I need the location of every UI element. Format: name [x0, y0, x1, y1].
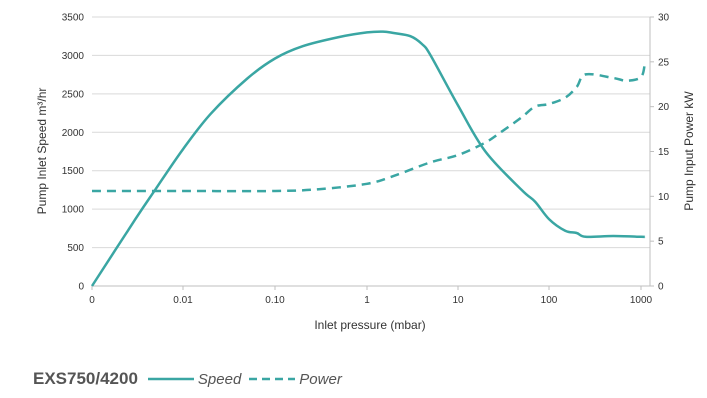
- right-tick-label: 15: [658, 147, 670, 158]
- x-tick-label: 0.10: [265, 295, 285, 306]
- grid-lines: [92, 16, 650, 249]
- right-tick-label: 30: [658, 13, 670, 24]
- right-axis-label: Pump Input Power kW: [682, 91, 696, 211]
- left-tick-label: 0: [78, 282, 84, 293]
- right-tick-label: 25: [658, 57, 670, 68]
- right-tick-label: 10: [658, 192, 670, 203]
- x-axis-ticks: 0 0.01 0.10 1 10 100 1000: [89, 286, 653, 306]
- left-tick-label: 500: [67, 243, 84, 254]
- series-line-power: [92, 63, 647, 193]
- x-tick-label: 1000: [630, 295, 653, 306]
- right-axis-ticks: 0 5 10 15 20 25 30: [650, 13, 670, 293]
- left-tick-label: 3000: [62, 51, 85, 62]
- legend-item-speed: Speed: [147, 370, 242, 388]
- series-lines: [90, 30, 647, 287]
- legend-item-power: Power: [249, 371, 342, 388]
- left-tick-label: 2500: [62, 89, 85, 100]
- x-tick-label: 10: [452, 295, 464, 306]
- right-tick-label: 5: [658, 237, 664, 248]
- legend-label-speed: Speed: [197, 370, 242, 388]
- right-tick-label: 20: [658, 102, 670, 113]
- right-tick-label: 0: [658, 282, 664, 293]
- left-axis-label: Pump Inlet Speed m³/hr: [35, 88, 49, 215]
- solid-line-swatch: [147, 377, 194, 381]
- x-tick-label: 1: [364, 295, 370, 306]
- x-tick-label: 0.01: [173, 295, 193, 306]
- left-tick-label: 1000: [62, 205, 85, 216]
- legend-label-power: Power: [299, 370, 342, 388]
- x-axis-label: Inlet pressure (mbar): [314, 318, 425, 332]
- left-axis-ticks: 0 500 1000 1500 2000 2500 3000 3500: [62, 13, 85, 293]
- x-tick-label: 100: [541, 295, 558, 306]
- legend: EXS750/4200 Speed Power: [33, 366, 350, 392]
- left-tick-label: 2000: [62, 128, 85, 139]
- dashed-line-swatch: [249, 377, 296, 381]
- series-line-speed: [90, 30, 646, 287]
- left-tick-label: 3500: [62, 13, 85, 24]
- legend-title: EXS750/4200: [33, 369, 138, 388]
- x-tick-label: 0: [89, 295, 95, 306]
- axes: [92, 17, 651, 287]
- left-tick-label: 1500: [62, 166, 85, 177]
